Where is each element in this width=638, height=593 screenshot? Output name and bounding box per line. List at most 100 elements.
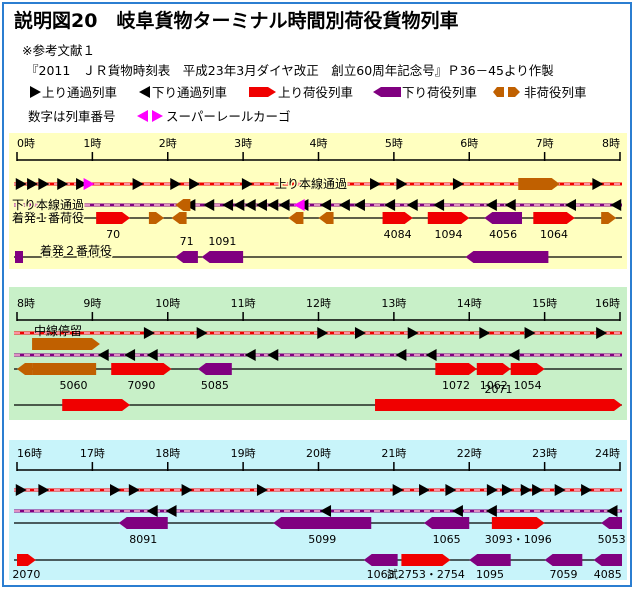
- hour-label: 1時: [83, 137, 101, 150]
- up-pass-train-mark: [181, 484, 193, 496]
- train-number-label: 71: [180, 235, 194, 248]
- non-cargo-train-block: [148, 212, 164, 224]
- down-pass-train-mark: [504, 199, 516, 211]
- legend-up-pass-label: 上り通過列車: [42, 85, 118, 100]
- train-number-label: 5085: [201, 379, 229, 392]
- down-cargo-train-block: [118, 517, 168, 529]
- up-pass-train-mark: [520, 484, 532, 496]
- hour-label: 2時: [159, 137, 177, 150]
- legend-down-cargo: 下り荷役列車: [372, 82, 477, 101]
- down-cargo-train-block: [197, 363, 232, 375]
- down-pass-train-mark: [203, 199, 215, 211]
- non-cargo-arrows-icon: [493, 86, 520, 97]
- non-cargo-train-block: [171, 212, 187, 224]
- up-pass-train-mark: [581, 484, 593, 496]
- down-pass-train-mark: [320, 199, 332, 211]
- up-cargo-train-block: [435, 363, 477, 375]
- train-number-label: 2071: [485, 383, 513, 396]
- up-pass-train-mark: [407, 327, 419, 339]
- down-pass-train-mark: [338, 199, 350, 211]
- down-cargo-train-block: [424, 517, 470, 529]
- train-number-label: 4084: [384, 228, 412, 241]
- legend-number-note-label: 数字は列車番号: [28, 109, 116, 124]
- up-pass-train-mark: [189, 178, 201, 190]
- down-pass-train-mark: [320, 505, 332, 517]
- figure-title: 説明図20 岐阜貨物ターミナル時間別荷役貨物列車: [14, 10, 459, 32]
- down-pass-train-mark: [384, 199, 396, 211]
- down-cargo-train-block: [465, 251, 549, 263]
- down-pass-train-mark: [353, 199, 365, 211]
- up-cargo-train-block: [375, 399, 622, 411]
- down-pass-train-mark: [97, 349, 109, 361]
- up-pass-train-mark: [596, 327, 608, 339]
- down-pass-train-mark: [610, 199, 622, 211]
- hour-label: 4時: [310, 137, 328, 150]
- up-pass-train-mark: [27, 178, 39, 190]
- train-number-label: 1065: [433, 533, 461, 546]
- up-pass-train-mark: [132, 178, 144, 190]
- train-number-label: 70: [106, 228, 120, 241]
- down-pass-train-mark: [433, 199, 445, 211]
- hour-label: 8時: [602, 137, 620, 150]
- source-note: 『2011 ＪＲ貨物時刻表 平成23年3月ダイヤ改正 創立60周年記念号』Ｐ36…: [26, 63, 554, 78]
- up-cargo-train-block: [17, 554, 36, 566]
- up-cargo-train-block: [401, 554, 451, 566]
- train-number-label: 1063: [367, 568, 395, 581]
- train-number-label: 2070: [12, 568, 40, 581]
- hour-label: 11時: [231, 297, 256, 310]
- hour-label: 5時: [385, 137, 403, 150]
- down-pass-train-mark: [222, 199, 234, 211]
- up-cargo-train-block: [96, 212, 131, 224]
- up-pass-train-mark: [396, 178, 408, 190]
- super-rail-cargo-mark: [293, 199, 305, 211]
- non-cargo-train-block: [518, 178, 560, 190]
- down-pass-train-mark: [485, 505, 497, 517]
- legend-down-pass-label: 下り通過列車: [152, 85, 228, 100]
- train-number-label: 7059: [549, 568, 577, 581]
- up-pass-train-mark: [479, 327, 491, 339]
- train-number-label: 1094: [435, 228, 463, 241]
- train-number-label: 5060: [60, 379, 88, 392]
- up-pass-train-mark: [256, 484, 268, 496]
- legend-super-rail-label: スーパーレールカーゴ: [166, 109, 291, 124]
- down-pass-train-mark: [146, 505, 158, 517]
- hour-label: 10時: [155, 297, 180, 310]
- up-pass-train-mark: [109, 484, 121, 496]
- up-pass-train-mark: [38, 484, 50, 496]
- up-cargo-train-block: [382, 212, 413, 224]
- train-number-label: 1072: [442, 379, 470, 392]
- up-pass-train-mark: [554, 484, 566, 496]
- super-rail-cargo-icon: [137, 109, 163, 122]
- up-pass-train-mark: [354, 327, 366, 339]
- down-cargo-train-block: [544, 554, 583, 566]
- up-cargo-train-block: [62, 399, 131, 411]
- train-number-label: 1091: [208, 235, 236, 248]
- down-pass-train-mark: [451, 505, 463, 517]
- track1-label: 着発１番荷役: [12, 210, 84, 225]
- up-cargo-train-block: [533, 212, 575, 224]
- up-pass-train-mark: [57, 178, 69, 190]
- up-pass-train-mark: [15, 178, 27, 190]
- train-number-label: 1064: [540, 228, 568, 241]
- train-number-label: 7090: [127, 379, 155, 392]
- non-cargo-train-block: [17, 363, 33, 375]
- up-pass-train-mark: [392, 484, 404, 496]
- non-cargo-train-block: [32, 363, 97, 375]
- down-cargo-train-block: [484, 212, 523, 224]
- track2-label: 着発２番荷役: [40, 243, 112, 258]
- up-pass-train-mark: [128, 484, 140, 496]
- non-cargo-train-block: [175, 199, 191, 211]
- up-pass-train-mark: [143, 327, 155, 339]
- down-pass-train-mark: [165, 505, 177, 517]
- left-triangle-icon: [139, 85, 150, 98]
- down-pass-train-mark: [425, 349, 437, 361]
- hour-label: 3時: [234, 137, 252, 150]
- down-cargo-train-block: [469, 554, 511, 566]
- legend-up-cargo-label: 上り荷役列車: [278, 85, 354, 100]
- up-cargo-train-block: [491, 517, 545, 529]
- legend-non-cargo: 非荷役列車: [492, 82, 587, 101]
- legend-up-pass: 上り通過列車: [28, 82, 117, 101]
- up-main-track-label: 上り本線通過: [275, 176, 347, 191]
- legend-number-note: 数字は列車番号: [28, 106, 116, 125]
- hour-label: 16時: [595, 297, 620, 310]
